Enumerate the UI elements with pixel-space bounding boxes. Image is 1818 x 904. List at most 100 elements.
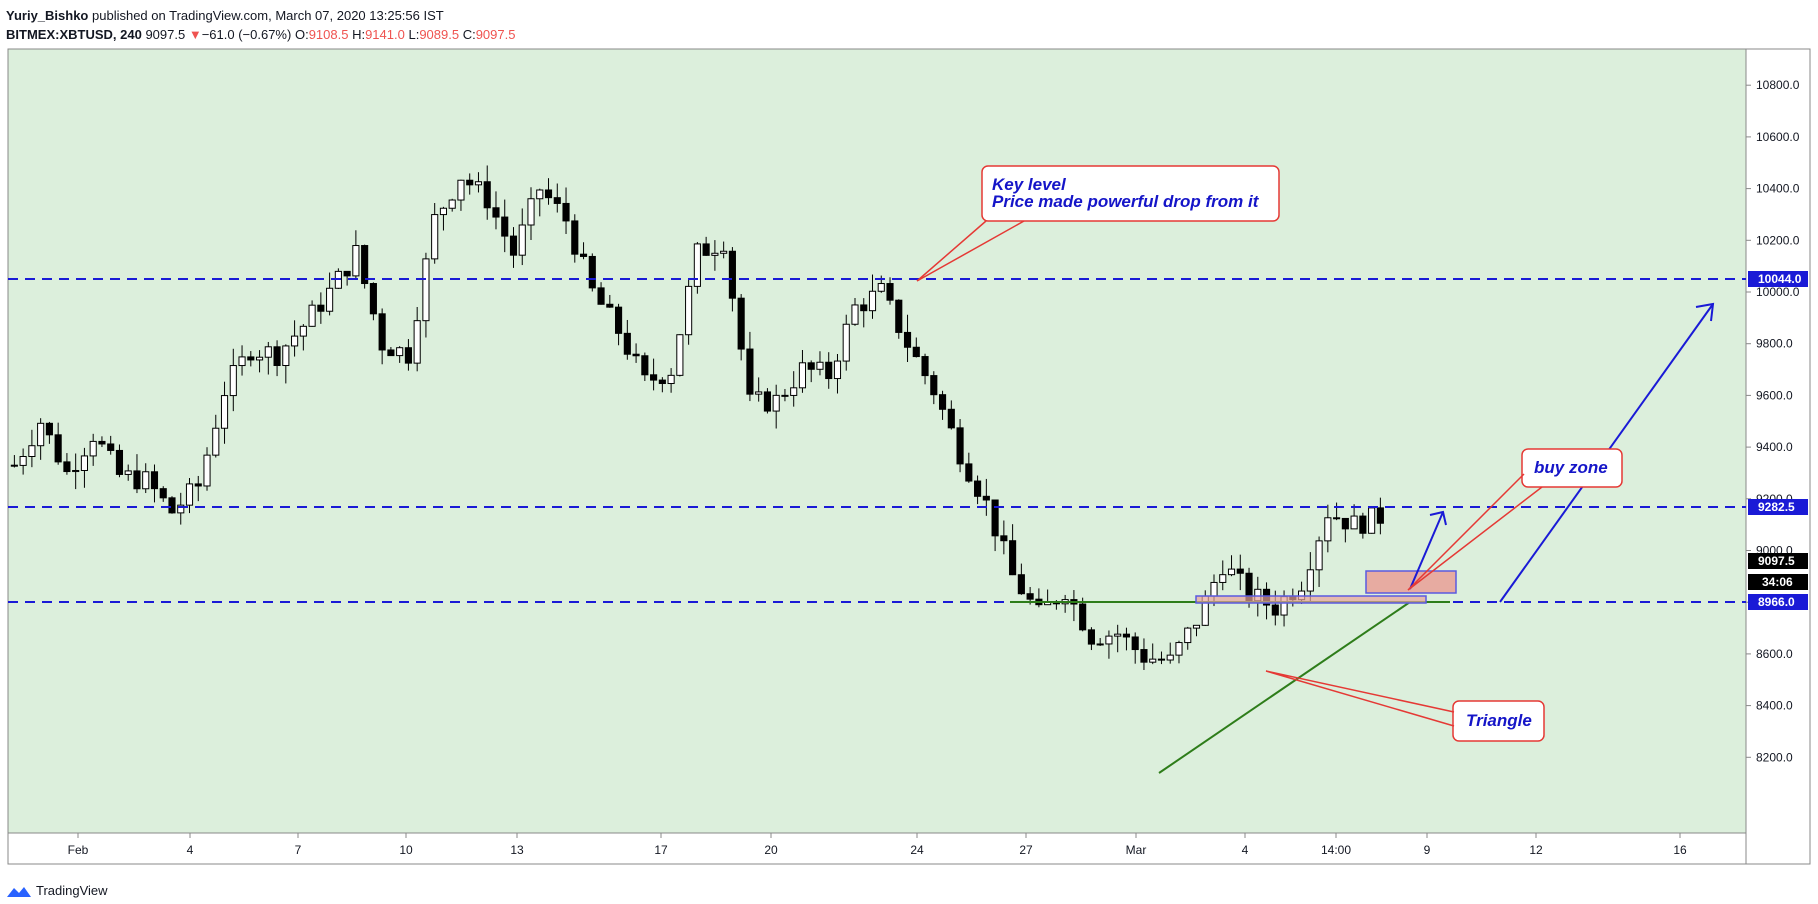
y-tick-label: 9600.0 [1756,388,1793,402]
candle-body [422,258,430,322]
candle-body [895,299,903,333]
key-level-callout[interactable] [981,165,1280,222]
candle-body [991,499,999,537]
countdown-tag-text: 34:06 [1762,575,1793,589]
candle-body [1122,633,1131,638]
candle-body [886,283,894,301]
candle-body [1017,574,1025,595]
short-projection-arrow[interactable] [1409,511,1444,590]
triangle-label: Triangle [1466,711,1532,730]
candle-body [1087,629,1095,645]
candle-body [1236,568,1244,574]
y-tick-label: 9800.0 [1756,337,1793,351]
x-tick-label: 27 [1019,843,1033,857]
candle-body [623,332,631,355]
down-triangle-icon: ▼ [188,27,202,42]
candle-body [903,331,912,348]
candle-body [632,353,640,357]
candle-body [763,391,771,412]
candle-body [361,245,369,285]
key-level-title: Key level [992,175,1067,194]
author-name[interactable]: Yuriy_Bishko [6,8,89,23]
candle-body [404,347,412,364]
triangle-bottom-line[interactable] [1158,601,1411,774]
candle-body [80,455,88,471]
y-tick-label: 10600.0 [1756,130,1800,144]
price-change: −61.0 (−0.67%) [201,27,292,42]
candle-body [98,440,106,445]
candle-body [448,199,456,209]
candle-body [711,252,719,256]
candle-body [527,198,535,226]
candle-body [702,243,710,256]
candle-body [194,483,202,487]
candle-body [685,285,693,336]
breakout-zone[interactable] [1195,595,1427,604]
candle-body [1324,517,1332,542]
candle-body [667,374,675,385]
time-axis[interactable] [7,832,1747,865]
candle-body [124,470,132,475]
candle-body [133,470,141,490]
y-tick-label: 8600.0 [1756,647,1793,661]
candle-body [220,395,229,429]
price-tag-8966 [1748,594,1808,610]
candle-body [115,449,124,475]
candle-body [1149,658,1157,663]
candle-body [1359,515,1367,534]
candle-body [606,303,614,308]
candle-body [851,304,859,325]
candle-body [518,224,526,256]
candle-body [1350,515,1358,530]
candle-body [1166,654,1174,661]
candle-body [45,422,53,436]
candle-body [1341,517,1349,530]
buy-zone-callout-pointer [1407,473,1543,591]
close-label: C: [462,27,476,42]
y-axis-ticks: 10800.0 10600.0 10400.0 10200.0 10000.0 9800.… [1746,78,1800,764]
candle-body [938,394,947,410]
y-tick-label: 8200.0 [1756,750,1793,764]
candle-body [781,394,789,397]
candle-body [466,179,474,186]
x-tick-label: 17 [654,843,668,857]
candle-body [930,375,938,396]
candle-body [965,463,973,482]
candle-body [571,220,579,255]
high-label: H: [352,27,366,42]
chart-header: Yuriy_Bishko published on TradingView.co… [6,6,515,44]
candle-body [247,356,255,361]
candle-body [413,320,421,364]
triangle-callout[interactable] [1452,700,1545,742]
footer-brand[interactable]: TradingView [36,883,108,898]
candle-body [483,181,491,209]
candle-body [658,379,666,385]
x-tick-label: 9 [1424,843,1431,857]
candle-body [273,346,281,367]
candle-body [1306,569,1314,592]
candle-body [1157,658,1166,661]
countdown-tag [1748,574,1808,590]
publish-line: Yuriy_Bishko published on TradingView.co… [6,6,515,25]
candle-body [255,356,264,361]
x-tick-label: 24 [910,843,924,857]
candle-body [536,189,544,200]
price-axis[interactable] [1745,48,1811,865]
buy-zone-box[interactable] [1365,570,1457,594]
candle-body [457,179,465,201]
candle-body [317,304,325,312]
open-label: O: [294,27,309,42]
candle-body [1000,535,1008,542]
y-tick-label: 9400.0 [1756,440,1793,454]
candle-body [474,181,483,186]
last-price: 9097.5 [145,27,186,42]
symbol-label[interactable]: BITMEX:XBTUSD, 240 [6,27,142,42]
low-label: L: [408,27,420,42]
buy-zone-callout[interactable] [1521,448,1623,488]
candle-body [63,461,71,473]
candle-body [19,456,27,466]
candle-body [264,346,272,358]
tradingview-logo-icon[interactable] [6,884,32,898]
candle-body [562,202,570,222]
